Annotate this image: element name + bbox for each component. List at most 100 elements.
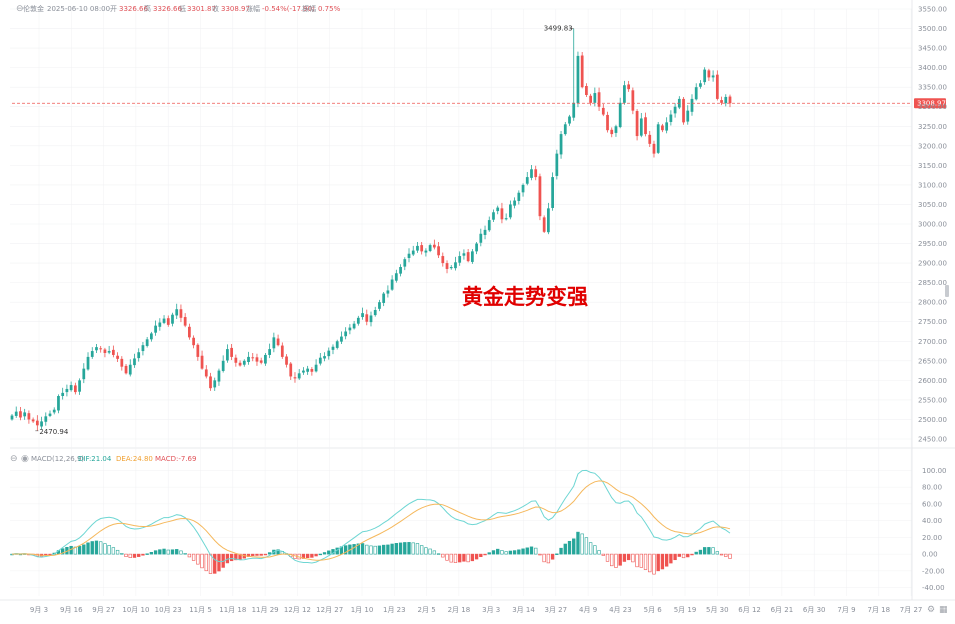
macd-bar-negative: [470, 553, 475, 562]
candle-up: [665, 122, 669, 131]
candle-down: [648, 134, 652, 144]
candle-up: [551, 177, 554, 208]
macd-axis[interactable]: 100.00 80.00 60.00 40.00 20.00 0.00 -20.00 -40.…: [922, 467, 947, 592]
price-tick-label: 3350.00: [918, 84, 947, 92]
macd-bar-positive: [373, 545, 377, 555]
macd-bar-negative: [137, 553, 141, 557]
macd-bar-positive: [153, 550, 158, 555]
price-tick-label: 3150.00: [918, 162, 947, 170]
high-label: 高: [144, 4, 151, 13]
macd-bar-negative: [449, 553, 453, 563]
candle-up: [226, 349, 229, 361]
time-tick-label: 6月 12: [738, 606, 761, 614]
candle-down: [73, 385, 77, 393]
macd-bar-positive: [698, 549, 703, 555]
candle-up: [268, 349, 272, 355]
candle-up: [65, 388, 69, 393]
macd-bar-positive: [158, 549, 162, 555]
macd-bar-negative: [445, 553, 449, 561]
candle-up: [340, 336, 343, 342]
price-tick-label: 2500.00: [918, 416, 947, 424]
time-tick-label: 3月 27: [545, 606, 568, 614]
macd-bar-positive: [715, 551, 720, 555]
candle-down: [631, 90, 635, 111]
macd-bar-positive: [529, 546, 534, 555]
candle-up: [559, 134, 563, 155]
macd-bar-positive: [61, 548, 65, 555]
candle-down: [500, 208, 504, 220]
candle-down: [285, 356, 288, 365]
time-tick-label: 5月 19: [674, 606, 697, 614]
candle-down: [31, 419, 35, 422]
time-tick-label: 10月 10: [122, 606, 149, 614]
candle-up: [475, 243, 478, 252]
candle-down: [111, 349, 115, 355]
chevron-icon[interactable]: ⊖: [10, 454, 18, 464]
candle-up: [107, 351, 111, 353]
candle-up: [699, 83, 702, 87]
macd-header: ⊖ ◉ MACD(12,26,9) DIF:21.04 DEA:24.80 MA…: [10, 454, 196, 464]
macd-tick-label: -20.00: [922, 567, 945, 575]
candle-down: [116, 355, 119, 359]
chevron-icon[interactable]: ⊖: [16, 4, 24, 14]
candle-up: [470, 251, 474, 262]
candle-up: [348, 327, 352, 331]
macd-dea: DEA:24.80: [116, 455, 153, 463]
time-axis[interactable]: 9月 3 9月 16 9月 27 10月 10 10月 23 11月 5 11月 18 11月…: [30, 606, 922, 614]
macd-bar-negative: [626, 553, 631, 561]
candle-down: [445, 263, 449, 269]
macd-bar-negative: [305, 553, 310, 559]
macd-bar-negative: [187, 553, 192, 558]
candle-down: [437, 246, 440, 256]
price-tick-label: 2650.00: [918, 357, 947, 365]
candle-up: [513, 200, 516, 206]
candle-up: [302, 370, 305, 373]
open-label: 开: [110, 5, 117, 13]
macd-bar-negative: [686, 553, 690, 558]
candle-up: [390, 279, 394, 290]
macd-bar-positive: [360, 543, 365, 555]
macd-bar-positive: [276, 549, 280, 555]
candle-down: [644, 117, 647, 135]
candle-down: [204, 369, 208, 377]
macd-bar-negative: [310, 553, 314, 558]
candle-up: [217, 370, 221, 382]
macd-tick-label: -40.00: [922, 584, 945, 592]
macd-value: MACD:-7.69: [155, 455, 196, 463]
candle-up: [547, 208, 550, 233]
macd-bar-positive: [318, 553, 322, 556]
macd-bar-positive: [496, 548, 500, 555]
candle-up: [95, 347, 98, 351]
price-axis[interactable]: 3550.00 3500.00 3450.00 3400.00 3350.00 3300.…: [918, 6, 947, 444]
macd-bar-positive: [559, 547, 563, 555]
candle-up: [137, 352, 141, 359]
price-tick-label: 3300.00: [918, 103, 947, 111]
macd-bar-positive: [572, 538, 576, 555]
macd-bar-positive: [555, 553, 559, 555]
candle-up: [382, 293, 386, 303]
macd-bar-negative: [462, 553, 466, 562]
settings-grid-icon[interactable]: ▦: [939, 605, 948, 615]
candle-down: [365, 314, 369, 322]
macd-bar-positive: [593, 545, 597, 555]
candle-down: [538, 176, 542, 217]
candle-down: [19, 411, 22, 418]
candle-up: [221, 360, 225, 371]
macd-bar-negative: [664, 553, 669, 567]
candle-up: [703, 69, 707, 83]
macd-bar-positive: [517, 549, 521, 555]
price-tick-label: 3450.00: [918, 45, 947, 53]
price-tick-label: 2950.00: [918, 240, 947, 248]
macd-bar-positive: [145, 553, 149, 555]
gear-icon[interactable]: ⚙: [927, 605, 935, 615]
scroll-handle-icon[interactable]: [945, 285, 949, 297]
candle-up: [61, 392, 65, 396]
candle-up: [78, 380, 81, 392]
candle-up: [314, 364, 318, 372]
macd-bar-positive: [386, 544, 390, 555]
candle-down: [432, 244, 436, 248]
candle-up: [711, 75, 715, 78]
candle-up: [517, 192, 521, 201]
eye-icon[interactable]: ◉: [21, 454, 29, 464]
